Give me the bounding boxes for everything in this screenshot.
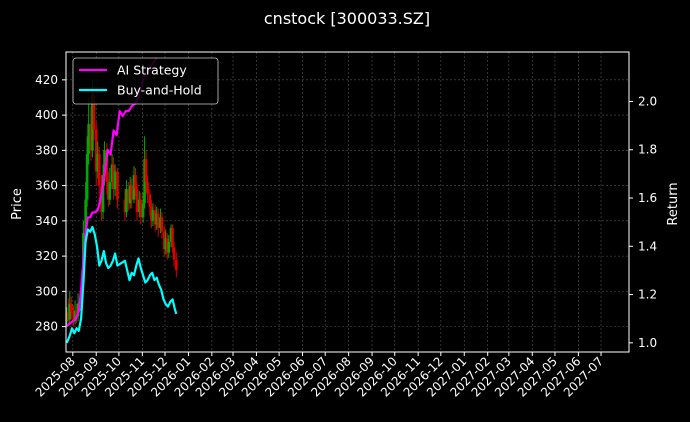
y-tick-label: 380 [35, 143, 58, 157]
candle-body [156, 213, 160, 228]
candle-body [66, 312, 70, 320]
candle-body [167, 242, 171, 253]
candle-body [75, 310, 78, 317]
candle-body [103, 150, 106, 176]
candle-body [175, 259, 178, 271]
candle-body [160, 217, 164, 232]
y2-tick-label: 1.0 [638, 336, 657, 350]
chart-title: cnstock [300033.SZ] [264, 9, 430, 28]
candle-body [97, 153, 101, 186]
candle-body [139, 199, 143, 218]
y-tick-label: 300 [35, 284, 58, 298]
candle-body [72, 312, 75, 322]
candle-body [116, 171, 119, 200]
candle-body [127, 189, 131, 204]
buy-and-hold-line [65, 225, 178, 344]
candle-body [148, 194, 152, 207]
y2-tick-label: 2.0 [638, 94, 657, 108]
candle-body [144, 159, 148, 183]
y-tick-label: 320 [35, 249, 58, 263]
candle-body [113, 171, 117, 190]
candle-body [84, 199, 87, 234]
y2-tick-label: 1.8 [638, 143, 657, 157]
legend-label: Buy-and-Hold [117, 83, 202, 98]
candle-body [91, 93, 94, 151]
candle-body [87, 123, 90, 154]
candle-body [73, 310, 77, 322]
y2-tick-label: 1.4 [638, 239, 657, 253]
y-axis-left: 280 300 320 340 360 380 400 420 [35, 73, 66, 334]
x-axis: 2025-082025-092025-102025-112025-122026-… [33, 352, 606, 400]
candle-body [112, 164, 115, 190]
candle-body [155, 213, 158, 225]
legend-box [72, 57, 219, 105]
y2-axis-label: Return [666, 182, 681, 225]
candle-body [151, 210, 155, 221]
candle-body [171, 227, 174, 248]
candle-body [164, 238, 168, 250]
candle-body [105, 150, 109, 183]
y-tick-label: 340 [35, 214, 58, 228]
candle-body [68, 303, 72, 320]
candle-body [141, 203, 145, 218]
y2-tick-label: 1.2 [638, 288, 657, 302]
candle-body [135, 189, 139, 213]
y-tick-label: 400 [35, 108, 58, 122]
candle-body [108, 182, 112, 200]
candle-body [92, 93, 96, 130]
candle-body [143, 159, 146, 204]
candle-body [130, 185, 134, 200]
candle-body [110, 164, 114, 183]
candle-body [150, 206, 153, 221]
y-tick-label: 360 [35, 179, 58, 193]
candle-body [162, 231, 166, 250]
candle-body [94, 129, 98, 172]
y-tick-label: 280 [35, 320, 58, 334]
candle-body [169, 227, 173, 243]
candle-body [159, 217, 162, 228]
candle-body [125, 189, 128, 213]
candle-body [96, 153, 100, 172]
candle-body [138, 199, 141, 213]
candle-body [134, 175, 137, 190]
candle-body [69, 303, 73, 313]
candle-body [153, 210, 157, 225]
y-axis-label: Price [10, 188, 25, 220]
candle-body [85, 153, 89, 200]
candles [65, 79, 178, 327]
candle-body [65, 312, 69, 322]
candle-body [89, 123, 93, 151]
candle-body [172, 247, 176, 260]
candle-body [132, 175, 136, 200]
candle-body [101, 175, 105, 213]
candle-body [128, 185, 132, 204]
plot-frame [65, 51, 630, 353]
y-axis-right: 1.0 1.2 1.4 1.6 1.8 2.0 [629, 94, 657, 350]
legend-label: AI Strategy [117, 63, 187, 78]
y-tick-label: 420 [35, 73, 58, 87]
candle-body [165, 238, 169, 253]
y2-tick-label: 1.6 [638, 191, 657, 205]
candle-body [123, 199, 127, 213]
candle-body [146, 182, 149, 195]
candle-body [107, 182, 110, 200]
legend: AI Strategy Buy-and-Hold [72, 57, 219, 105]
